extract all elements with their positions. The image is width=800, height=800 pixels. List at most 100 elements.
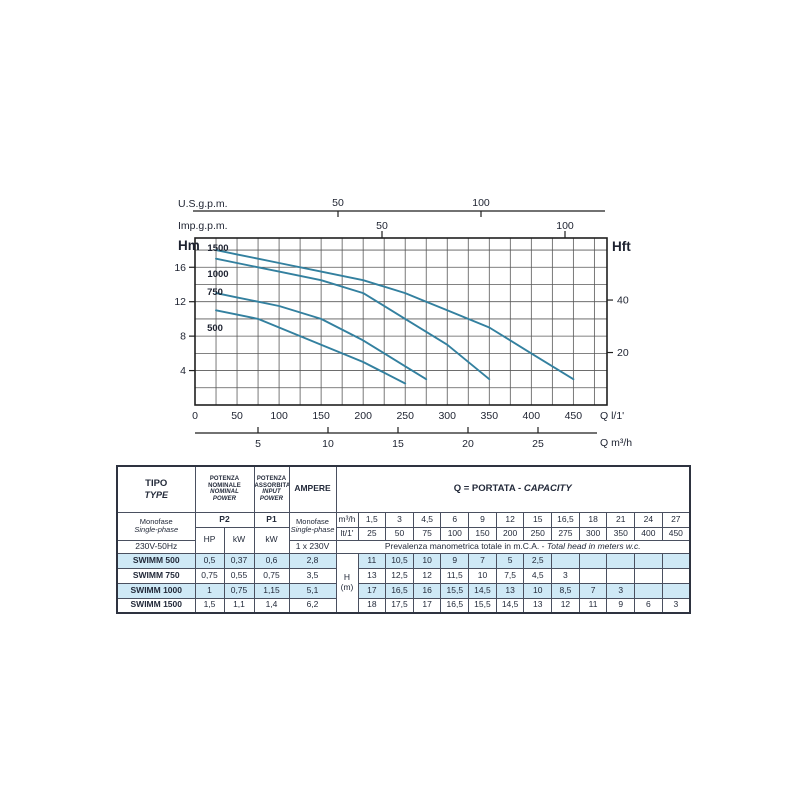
head-value-cell: 3 bbox=[551, 567, 580, 584]
head-value-cell: 7 bbox=[468, 552, 497, 569]
input-power-header-cell: POTENZA ASSORBITA INPUT POWER bbox=[253, 465, 290, 513]
ampere-label: AMPERE bbox=[294, 483, 331, 494]
capacity-lt-value: 400 bbox=[634, 526, 663, 541]
capacity-m3h-value: 24 bbox=[634, 511, 663, 528]
head-value-cell: 7 bbox=[578, 582, 608, 599]
head-value-cell: 18 bbox=[357, 597, 387, 614]
table-row: SWIMM 1500 1,5 1,1 1,4 6,2 18 17,5 17 16,5 15,5 14… bbox=[116, 597, 691, 614]
capacity-m3h-value: 4,5 bbox=[412, 511, 442, 528]
us-gpm-axis-label: U.S.g.p.m. bbox=[178, 198, 228, 210]
kw-value-cell: 0,55 bbox=[223, 567, 255, 584]
model-cell: SWIMM 500 bbox=[116, 552, 196, 569]
x-tick-label: 100 bbox=[270, 410, 288, 422]
table-row: SWIMM 750 0,75 0,55 0,75 3,5 13 12,5 12 11,5 10 7,… bbox=[116, 567, 691, 584]
curve-1000 bbox=[215, 257, 491, 381]
capacity-m3h-value: 18 bbox=[578, 511, 608, 528]
capacity-lt-value: 100 bbox=[440, 526, 470, 541]
head-value-cell: 11,5 bbox=[440, 567, 470, 584]
m3h-tick-label: 5 bbox=[255, 438, 261, 450]
amp-voltage-cell: 1 x 230V bbox=[288, 539, 337, 554]
capacity-lt-value: 25 bbox=[357, 526, 387, 541]
capacity-lt-value: 150 bbox=[468, 526, 497, 541]
p1-value-cell: 0,75 bbox=[253, 567, 290, 584]
head-value-cell: 11 bbox=[578, 597, 608, 614]
head-value-cell bbox=[661, 582, 691, 599]
monofase-label: Monofase bbox=[139, 516, 173, 526]
ampere-monofase-cell: Monofase Single-phase bbox=[288, 511, 337, 541]
y-left-tick-label: 4 bbox=[180, 365, 186, 377]
m3h-unit-cell: m³/h bbox=[335, 511, 359, 528]
x-tick-label: 250 bbox=[396, 410, 414, 422]
hp-value-cell: 0,75 bbox=[194, 567, 225, 584]
x-tick-label: 150 bbox=[312, 410, 330, 422]
m3h-tick-label: 20 bbox=[462, 438, 474, 450]
curve-750 bbox=[215, 292, 428, 381]
hp-header-cell: HP bbox=[194, 526, 225, 554]
head-value-cell: 11 bbox=[357, 552, 387, 569]
capacity-lt-value: 50 bbox=[385, 526, 414, 541]
x-tick-label: 450 bbox=[565, 410, 583, 422]
kw-value-cell: 0,75 bbox=[223, 582, 255, 599]
head-value-cell: 2,5 bbox=[523, 552, 553, 569]
portata-label: Q = PORTATA - bbox=[453, 482, 524, 494]
head-value-cell bbox=[661, 567, 691, 584]
nominale-label: NOMINALE bbox=[208, 482, 241, 489]
nominal-power-header-cell: POTENZA NOMINALE NOMINAL POWER bbox=[194, 465, 255, 513]
us-gpm-tick-label: 50 bbox=[332, 197, 344, 209]
curve-500 bbox=[215, 309, 407, 385]
curve-1500 bbox=[215, 249, 575, 381]
kw-value-cell: 0,37 bbox=[223, 552, 255, 569]
capacity-lt-value: 275 bbox=[551, 526, 580, 541]
capacity-header-cell: Q = PORTATA - CAPACITY bbox=[335, 465, 691, 513]
ampere-value-cell: 2,8 bbox=[288, 552, 337, 569]
hp-value-cell: 0,5 bbox=[194, 552, 225, 569]
header-row-2: Monofase Single-phase P2 P1 Monofase Sin… bbox=[116, 511, 691, 541]
head-value-cell: 13 bbox=[357, 567, 387, 584]
model-cell: SWIMM 1000 bbox=[116, 582, 196, 599]
capacity-m3h-value: 27 bbox=[661, 511, 691, 528]
lt-unit-cell: lt/1' bbox=[335, 526, 359, 541]
prevalenza-note-cell: Prevalenza manometrica totale in m.C.A. … bbox=[335, 539, 691, 554]
head-value-cell bbox=[578, 567, 608, 584]
monofase-label: Monofase bbox=[296, 516, 329, 526]
head-value-cell: 4,5 bbox=[523, 567, 553, 584]
y-right-axis-label: Hft bbox=[612, 239, 631, 254]
x-tick-label: 0 bbox=[192, 410, 198, 422]
head-value-cell: 6 bbox=[634, 597, 663, 614]
head-value-cell: 12 bbox=[412, 567, 442, 584]
ampere-value-cell: 5,1 bbox=[288, 582, 337, 599]
y-right-tick-label: 40 bbox=[617, 295, 629, 307]
capacity-m3h-value: 12 bbox=[495, 511, 525, 528]
y-right-tick-label: 20 bbox=[617, 347, 629, 359]
head-value-cell bbox=[551, 552, 580, 569]
y-left-axis-label: Hm bbox=[178, 238, 200, 253]
capacity-m3h-value: 1,5 bbox=[357, 511, 387, 528]
model-cell: SWIMM 750 bbox=[116, 567, 196, 584]
capacity-lt-value: 300 bbox=[578, 526, 608, 541]
head-value-cell: 15,5 bbox=[440, 582, 470, 599]
head-value-cell: 15,5 bbox=[468, 597, 497, 614]
x-tick-label: 50 bbox=[231, 410, 243, 422]
head-value-cell bbox=[634, 582, 663, 599]
head-value-cell: 12 bbox=[551, 597, 580, 614]
capacity-m3h-value: 3 bbox=[385, 511, 414, 528]
header-row-1: TIPO TYPE POTENZA NOMINALE NOMINAL POWER… bbox=[116, 465, 691, 513]
p2-header-cell: P2 bbox=[194, 511, 255, 528]
head-value-cell: 3 bbox=[606, 582, 636, 599]
header-row-3: HP kW kW lt/1' 25 50 75 100 150 200 250 275 300 3… bbox=[117, 526, 691, 554]
curve-label-750: 750 bbox=[207, 287, 223, 298]
head-value-cell: 10 bbox=[468, 567, 497, 584]
head-value-cell bbox=[606, 567, 636, 584]
capacity-lt-value: 200 bbox=[495, 526, 525, 541]
y-left-tick-label: 8 bbox=[180, 331, 186, 343]
spec-table: TIPO TYPE POTENZA NOMINALE NOMINAL POWER… bbox=[116, 465, 691, 614]
us-gpm-tick-label: 100 bbox=[472, 197, 490, 209]
assorbita-label: ASSORBITA bbox=[254, 482, 289, 489]
prevalenza-it-label: Prevalenza manometrica totale in m.C.A. … bbox=[384, 540, 547, 551]
hp-value-cell: 1,5 bbox=[194, 597, 225, 614]
potenza-label: POTENZA bbox=[256, 475, 287, 482]
p1-value-cell: 1,4 bbox=[253, 597, 290, 614]
ampere-value-cell: 3,5 bbox=[288, 567, 337, 584]
curve-label-500: 500 bbox=[207, 323, 223, 334]
